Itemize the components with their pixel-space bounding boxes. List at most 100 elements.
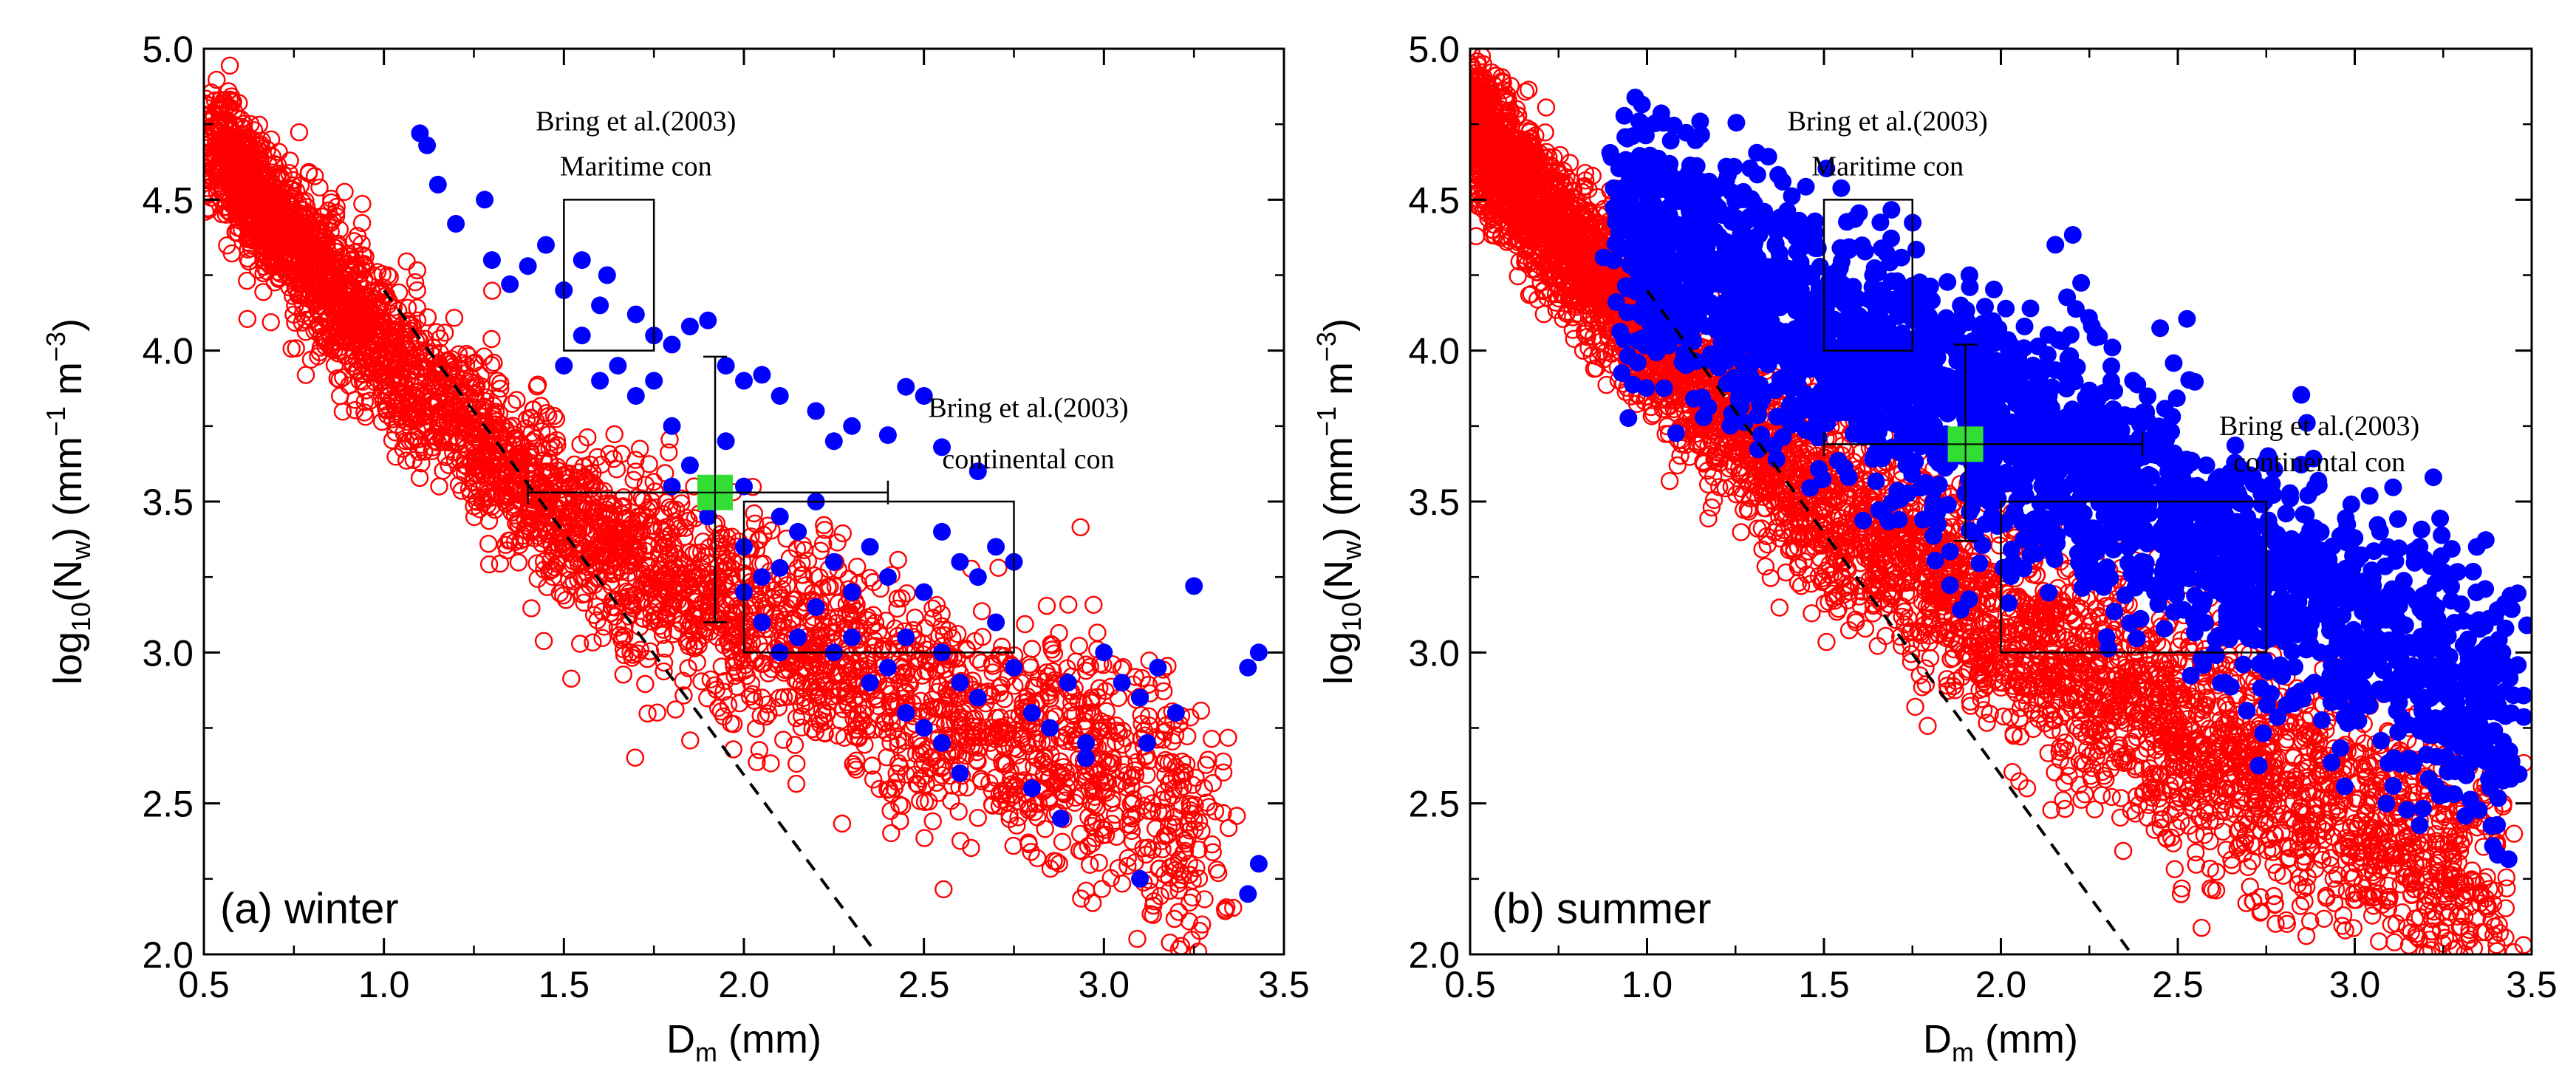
stratiform-point (897, 765, 915, 784)
stratiform-point (858, 722, 876, 740)
stratiform-point (823, 623, 842, 642)
convective-point (1041, 719, 1059, 737)
stratiform-point (228, 155, 247, 174)
stratiform-point (809, 678, 827, 697)
stratiform-point (1141, 905, 1160, 923)
stratiform-point (482, 456, 501, 475)
stratiform-point (881, 801, 900, 821)
stratiform-point (403, 386, 421, 405)
x-tick-label: 1.0 (358, 964, 410, 1005)
stratiform-point (534, 632, 553, 650)
stratiform-point (888, 589, 907, 608)
stratiform-point (1081, 657, 1100, 676)
stratiform-point (869, 690, 887, 708)
stratiform-point (882, 713, 901, 731)
stratiform-point (355, 393, 374, 411)
stratiform-point (522, 599, 541, 618)
stratiform-point (1123, 767, 1142, 786)
stratiform-point (787, 774, 806, 793)
stratiform-point (1165, 909, 1184, 928)
stratiform-point (315, 255, 335, 274)
stratiform-point (644, 473, 663, 491)
stratiform-point (1224, 898, 1243, 917)
stratiform-point (440, 352, 458, 370)
stratiform-point (1066, 788, 1085, 807)
stratiform-point (945, 700, 964, 718)
stratiform-point (719, 696, 738, 714)
stratiform-point (1006, 720, 1025, 739)
convective-point (987, 538, 1005, 556)
convective-point (861, 674, 879, 692)
stratiform-point (792, 697, 810, 715)
stratiform-point (268, 156, 287, 174)
stratiform-point (222, 244, 241, 263)
stratiform-point (916, 662, 935, 680)
stratiform-point (445, 309, 464, 327)
stratiform-point (957, 778, 977, 797)
stratiform-point (1096, 825, 1116, 844)
convective-point (824, 432, 843, 451)
stratiform-point (849, 696, 868, 714)
convective-point (987, 613, 1005, 632)
stratiform-point (1022, 640, 1042, 658)
stratiform-point (631, 439, 649, 458)
stratiform-point (471, 366, 490, 385)
stratiform-point (542, 536, 561, 555)
stratiform-point (647, 593, 666, 612)
stratiform-point (570, 544, 588, 563)
stratiform-point (1143, 801, 1161, 821)
convective-point (591, 296, 609, 315)
stratiform-point (1121, 776, 1141, 795)
convective-point (915, 583, 933, 601)
stratiform-point (425, 432, 444, 451)
stratiform-point (365, 363, 383, 381)
stratiform-point (331, 387, 349, 406)
stratiform-point (992, 676, 1011, 694)
stratiform-point (1159, 774, 1178, 793)
stratiform-point (657, 493, 675, 512)
stratiform-point (452, 482, 471, 500)
stratiform-point (531, 524, 550, 542)
stratiform-point (593, 602, 612, 621)
stratiform-point (360, 363, 378, 381)
convective-point (771, 387, 789, 405)
stratiform-point (646, 482, 664, 501)
stratiform-point (1110, 724, 1128, 742)
stratiform-point (683, 606, 702, 625)
stratiform-point (445, 376, 463, 394)
stratiform-point (1704, 490, 1723, 510)
convective-point (1077, 733, 1095, 752)
y-tick-label: 2.5 (142, 784, 194, 825)
convective-point (663, 417, 681, 435)
x-tick-label: 3.5 (1258, 964, 1310, 1005)
stratiform-point (219, 100, 239, 118)
stratiform-point (286, 313, 304, 332)
stratiform-point (1115, 755, 1134, 774)
stratiform-point (504, 435, 522, 454)
stratiform-point (310, 178, 329, 197)
stratiform-point (271, 168, 290, 186)
stratiform-point (1082, 703, 1100, 722)
stratiform-point (1016, 615, 1034, 634)
stratiform-point (1175, 841, 1195, 861)
stratiform-point (785, 736, 804, 754)
stratiform-point (581, 499, 601, 519)
stratiform-point (1025, 757, 1043, 776)
convective-point (843, 583, 861, 601)
stratiform-point (756, 707, 776, 726)
stratiform-point (1189, 813, 1209, 832)
stratiform-point (624, 586, 643, 605)
stratiform-point (1070, 824, 1090, 844)
stratiform-point (536, 514, 556, 533)
stratiform-point (640, 455, 658, 473)
stratiform-point (1151, 886, 1169, 906)
stratiform-point (211, 144, 230, 163)
stratiform-point (290, 284, 309, 302)
stratiform-point (948, 649, 967, 667)
stratiform-point (496, 465, 515, 485)
stratiform-point (479, 555, 499, 574)
stratiform-point (296, 366, 315, 384)
convective-point (933, 522, 951, 541)
stratiform-point (1093, 880, 1111, 898)
convective-point (476, 191, 494, 209)
